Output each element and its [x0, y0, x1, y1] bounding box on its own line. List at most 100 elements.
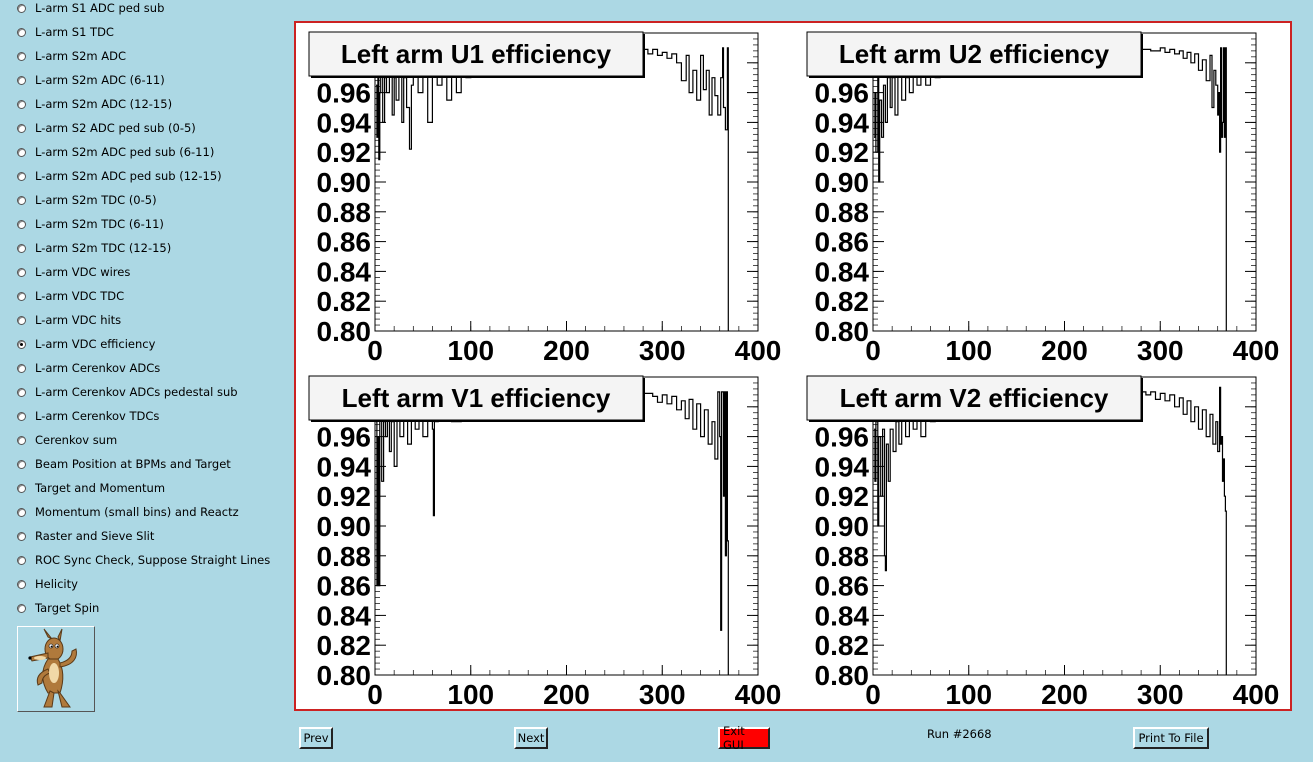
radio-option[interactable]: L-arm S2m TDC (12-15): [17, 238, 171, 258]
plot-frame: [872, 32, 1257, 332]
radio-option[interactable]: L-arm S2m ADC: [17, 46, 126, 66]
radio-icon[interactable]: [17, 267, 26, 277]
x-tick-label: 100: [945, 679, 992, 709]
radio-option[interactable]: L-arm S2m ADC (6-11): [17, 70, 165, 90]
radio-icon[interactable]: [17, 123, 26, 133]
radio-option[interactable]: L-arm Cerenkov ADCs: [17, 358, 160, 378]
x-tick-label: 300: [1137, 335, 1184, 366]
radio-option[interactable]: L-arm S2m TDC (6-11): [17, 214, 164, 234]
radio-option[interactable]: Helicity: [17, 574, 78, 594]
y-tick-label: 0.94: [317, 451, 372, 482]
radio-option-label: Cerenkov sum: [35, 433, 118, 447]
radio-option[interactable]: L-arm S2m ADC ped sub (12-15): [17, 166, 222, 186]
radio-option-label: L-arm S2m ADC ped sub (12-15): [35, 169, 222, 183]
radio-icon[interactable]: [17, 27, 26, 37]
radio-option[interactable]: ROC Sync Check, Suppose Straight Lines: [17, 550, 270, 570]
radio-option[interactable]: Momentum (small bins) and Reactz: [17, 502, 239, 522]
y-tick-label: 0.90: [815, 167, 870, 198]
x-tick-label: 100: [447, 335, 494, 366]
y-tick-label: 0.86: [317, 571, 372, 602]
next-button[interactable]: Next: [514, 727, 548, 749]
radio-icon[interactable]: [17, 291, 26, 301]
radio-icon[interactable]: [17, 387, 26, 397]
title-box: [806, 31, 1142, 77]
y-tick-label: 0.92: [815, 137, 870, 168]
radio-option-label: L-arm Cerenkov ADCs pedestal sub: [35, 385, 238, 399]
radio-option[interactable]: L-arm S1 ADC ped sub: [17, 0, 164, 18]
prev-button[interactable]: Prev: [299, 727, 333, 749]
y-tick-label: 0.86: [815, 227, 870, 258]
y-tick-label: 0.84: [815, 256, 870, 287]
radio-option[interactable]: L-arm Cerenkov TDCs: [17, 406, 159, 426]
radio-option[interactable]: L-arm VDC hits: [17, 310, 121, 330]
radio-option[interactable]: L-arm S2m ADC (12-15): [17, 94, 172, 114]
radio-icon[interactable]: [17, 483, 26, 493]
y-tick-label: 0.84: [815, 600, 870, 631]
radio-icon[interactable]: [17, 435, 26, 445]
x-tick-label: 200: [1041, 335, 1088, 366]
print-to-file-button[interactable]: Print To File: [1133, 727, 1209, 749]
y-tick-label: 0.90: [317, 167, 372, 198]
radio-option-label: L-arm S2m TDC (12-15): [35, 241, 172, 255]
radio-icon[interactable]: [17, 507, 26, 517]
radio-option[interactable]: Target and Momentum: [17, 478, 165, 498]
radio-option-label: L-arm VDC hits: [35, 313, 122, 327]
radio-option[interactable]: L-arm Cerenkov ADCs pedestal sub: [17, 382, 238, 402]
efficiency-plot: 0.800.820.840.860.880.900.920.940.960.98…: [806, 375, 1279, 709]
radio-option-label: L-arm S2m TDC (6-11): [35, 217, 164, 231]
radio-icon[interactable]: [17, 315, 26, 325]
radio-option[interactable]: L-arm VDC efficiency: [17, 334, 155, 354]
x-tick-label: 300: [1137, 679, 1184, 709]
radio-icon[interactable]: [17, 459, 26, 469]
y-tick-label: 0.96: [815, 422, 870, 453]
radio-option-label: ROC Sync Check, Suppose Straight Lines: [35, 553, 271, 567]
radio-icon[interactable]: [17, 363, 26, 373]
radio-icon[interactable]: [17, 195, 26, 205]
efficiency-plot: 0.800.820.840.860.880.900.920.940.960.98…: [308, 31, 782, 366]
y-tick-label: 0.82: [815, 286, 870, 317]
y-tick-label: 0.82: [317, 630, 372, 661]
radio-icon[interactable]: [17, 171, 26, 181]
plot-title: Left arm U1 efficiency: [341, 39, 612, 69]
radio-icon[interactable]: [17, 531, 26, 541]
radio-option[interactable]: L-arm S2m TDC (0-5): [17, 190, 157, 210]
y-tick-label: 0.94: [317, 107, 372, 138]
radio-option-label: L-arm S2m ADC ped sub (6-11): [35, 145, 215, 159]
radio-option-label: L-arm S1 ADC ped sub: [35, 1, 165, 15]
radio-selected-icon[interactable]: [17, 339, 26, 349]
radio-icon[interactable]: [17, 75, 26, 85]
y-tick-label: 0.80: [815, 660, 870, 691]
radio-icon[interactable]: [17, 243, 26, 253]
radio-icon[interactable]: [17, 579, 26, 589]
radio-icon[interactable]: [17, 99, 26, 109]
radio-option[interactable]: Raster and Sieve Slit: [17, 526, 154, 546]
radio-option[interactable]: Beam Position at BPMs and Target: [17, 454, 231, 474]
radio-icon[interactable]: [17, 3, 26, 13]
plot-title: Left arm V2 efficiency: [840, 383, 1109, 413]
radio-icon[interactable]: [17, 411, 26, 421]
radio-option-label: Momentum (small bins) and Reactz: [35, 505, 239, 519]
radio-option[interactable]: L-arm S2 ADC ped sub (0-5): [17, 118, 196, 138]
x-tick-label: 300: [639, 335, 686, 366]
plot-title: Left arm V1 efficiency: [342, 383, 611, 413]
x-tick-label: 400: [735, 335, 782, 366]
radio-icon[interactable]: [17, 147, 26, 157]
radio-icon[interactable]: [17, 219, 26, 229]
radio-option-label: L-arm Cerenkov ADCs: [35, 361, 161, 375]
radio-option[interactable]: Target Spin: [17, 598, 99, 618]
histogram-canvas[interactable]: 0.800.820.840.860.880.900.920.940.960.98…: [294, 21, 1292, 711]
plot-frame: [374, 376, 759, 676]
exit-gui-button[interactable]: Exit GUI: [718, 724, 770, 752]
radio-option[interactable]: L-arm VDC wires: [17, 262, 130, 282]
radio-option[interactable]: L-arm VDC TDC: [17, 286, 124, 306]
radio-icon[interactable]: [17, 603, 26, 613]
radio-option-label: L-arm VDC efficiency: [35, 337, 156, 351]
radio-icon[interactable]: [17, 51, 26, 61]
radio-option[interactable]: L-arm S1 TDC: [17, 22, 114, 42]
y-tick-label: 0.80: [815, 316, 870, 347]
radio-option-label: Helicity: [35, 577, 78, 591]
x-tick-label: 0: [367, 335, 383, 366]
radio-icon[interactable]: [17, 555, 26, 565]
radio-option[interactable]: L-arm S2m ADC ped sub (6-11): [17, 142, 214, 162]
radio-option[interactable]: Cerenkov sum: [17, 430, 117, 450]
